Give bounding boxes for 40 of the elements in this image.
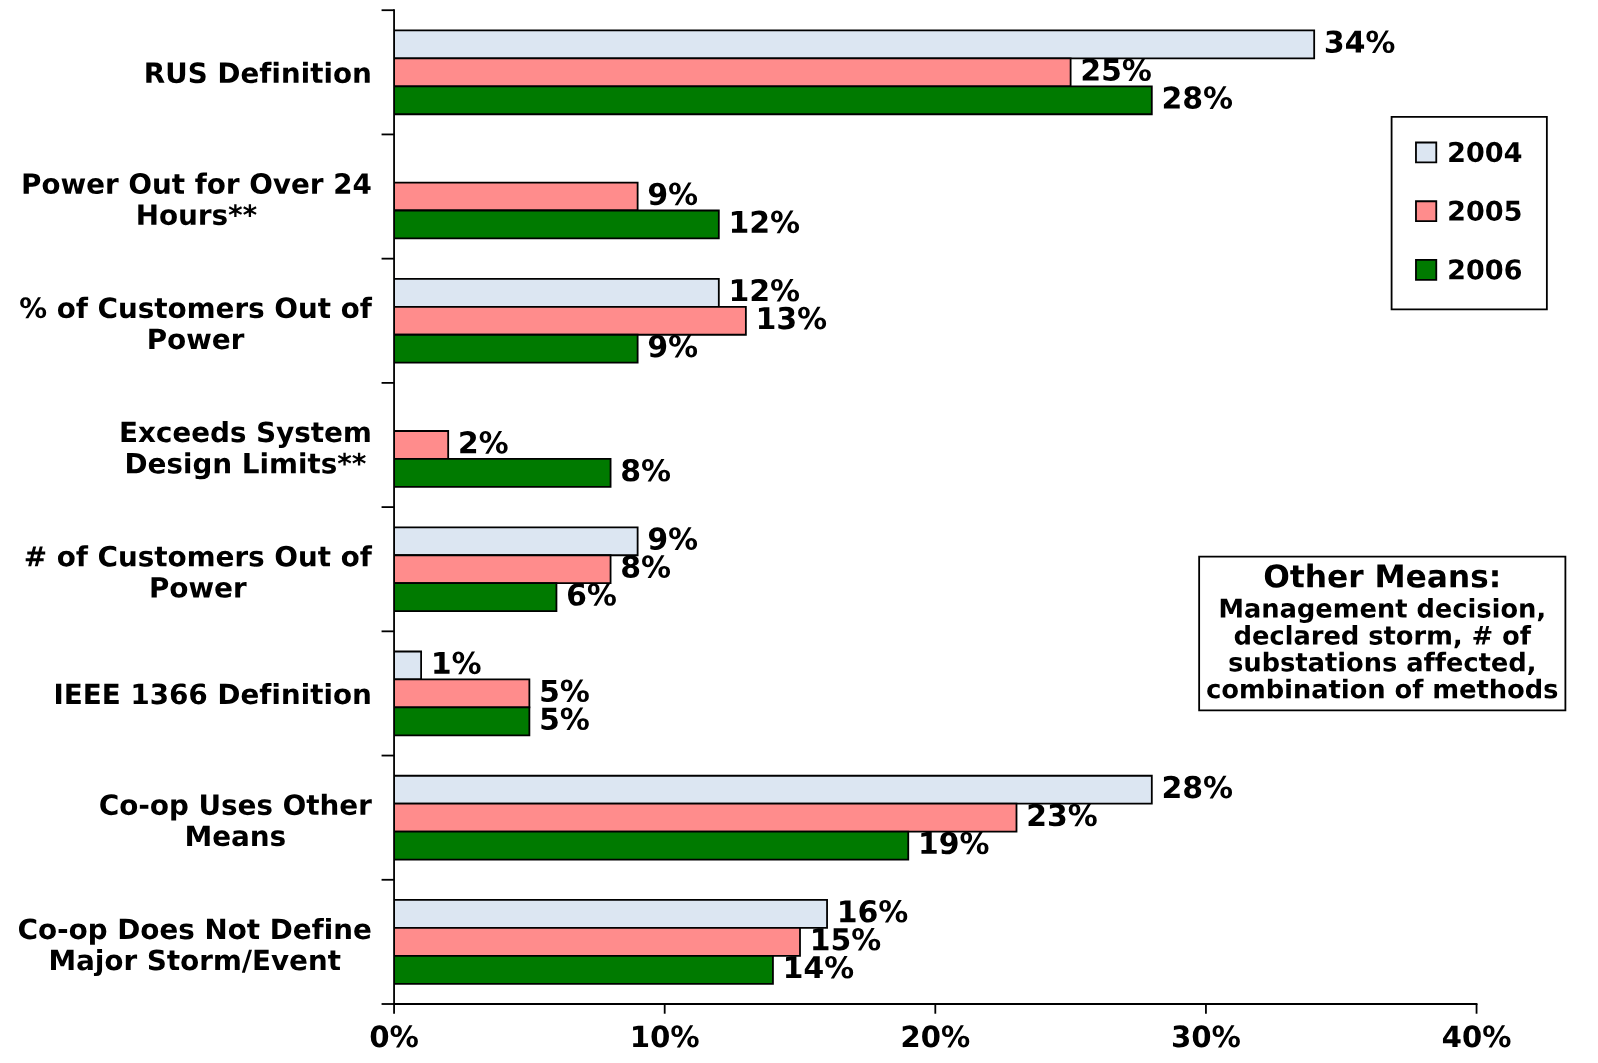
data-label: 28% [1163, 86, 1233, 109]
data-label: 13% [758, 306, 827, 330]
legend-label: 2005 [1449, 200, 1521, 221]
y-tick-label: RUS Definition [146, 61, 370, 84]
data-label: 5% [541, 679, 589, 703]
y-tick-label: # of Customers Out of Power [25, 545, 373, 598]
y-tick-label: % of Customers Out of Power [20, 296, 373, 350]
data-label: 23% [1028, 803, 1097, 827]
data-label: 15% [813, 927, 881, 951]
data-label: 9% [648, 182, 698, 206]
data-label: 9% [648, 334, 698, 358]
data-label: 34% [1325, 30, 1395, 54]
annotation: Other Means: [1264, 563, 1498, 588]
data-label: 12% [731, 278, 800, 302]
x-tick-label: 0% [370, 1025, 418, 1048]
y-tick-label: Co-op Does Not Define Major Storm/Event [19, 917, 371, 977]
data-label: 8% [622, 459, 671, 482]
y-tick-label: Co-op Uses Other Means [100, 793, 372, 847]
y-tick-label: IEEE 1366 Definition [56, 682, 370, 705]
data-label: 28% [1163, 775, 1233, 799]
x-tick-label: 30% [1172, 1025, 1240, 1048]
legend-label: 2004 [1449, 141, 1522, 163]
x-tick-label: 40% [1442, 1025, 1511, 1048]
data-label: 25% [1082, 58, 1151, 81]
data-label: 16% [840, 900, 908, 923]
y-tick-label: Exceeds System Design Limits** [121, 420, 370, 480]
data-label: 8% [622, 555, 671, 578]
data-label: 1% [434, 651, 481, 675]
annotation: Management decision, declared storm, # of substations affected, combination of methods [1207, 597, 1558, 699]
data-label: 9% [648, 527, 698, 550]
data-label: 6% [568, 583, 616, 606]
data-label: 5% [541, 707, 589, 731]
data-label: 12% [731, 210, 800, 234]
x-tick-label: 20% [902, 1025, 970, 1048]
x-tick-label: 10% [633, 1025, 699, 1048]
y-tick-label: Power Out for Over 24 Hours** [23, 172, 371, 226]
data-label: 14% [786, 955, 854, 979]
data-label: 2% [460, 431, 508, 454]
legend-label: 2006 [1449, 259, 1522, 280]
data-label: 19% [921, 831, 989, 855]
